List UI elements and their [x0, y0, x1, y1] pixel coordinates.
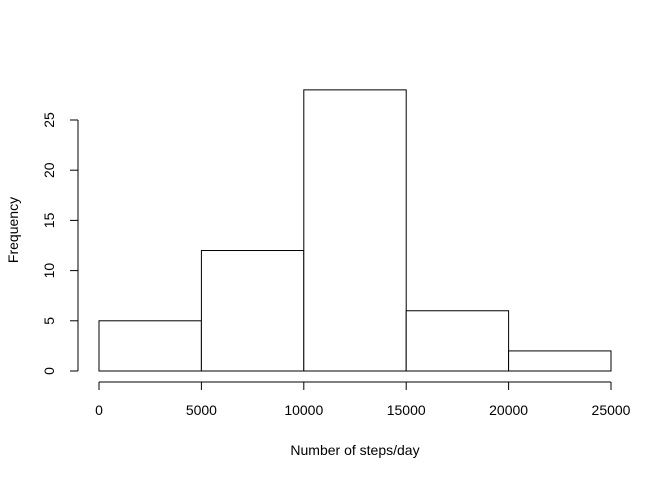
- x-axis-title: Number of steps/day: [290, 442, 419, 458]
- x-axis: 0 5000 10000 15000 20000 25000: [95, 381, 631, 418]
- histogram-bar-3: [405, 310, 510, 372]
- histogram-bar-1: [200, 250, 305, 372]
- y-tick-label: 20: [41, 162, 57, 178]
- x-tick-label: 10000: [284, 402, 323, 418]
- x-tick-label: 15000: [387, 402, 426, 418]
- y-tick-label: 5: [41, 317, 57, 325]
- y-tick-label: 10: [41, 263, 57, 279]
- x-tick-label: 20000: [489, 402, 528, 418]
- y-tick-label: 25: [41, 112, 57, 128]
- x-tick-label: 0: [95, 402, 103, 418]
- histogram-bar-2: [303, 89, 407, 372]
- x-tick-label: 25000: [592, 402, 631, 418]
- y-tick-label: 15: [41, 212, 57, 228]
- y-axis: 0 5 10 15 20 25: [41, 112, 79, 375]
- y-tick-label: 0: [41, 367, 57, 375]
- y-axis-title: Frequency: [5, 197, 21, 263]
- histogram-bars: [98, 89, 612, 372]
- x-tick-label: 5000: [186, 402, 217, 418]
- histogram-bar-0: [98, 320, 202, 372]
- histogram-bar-4: [508, 350, 612, 372]
